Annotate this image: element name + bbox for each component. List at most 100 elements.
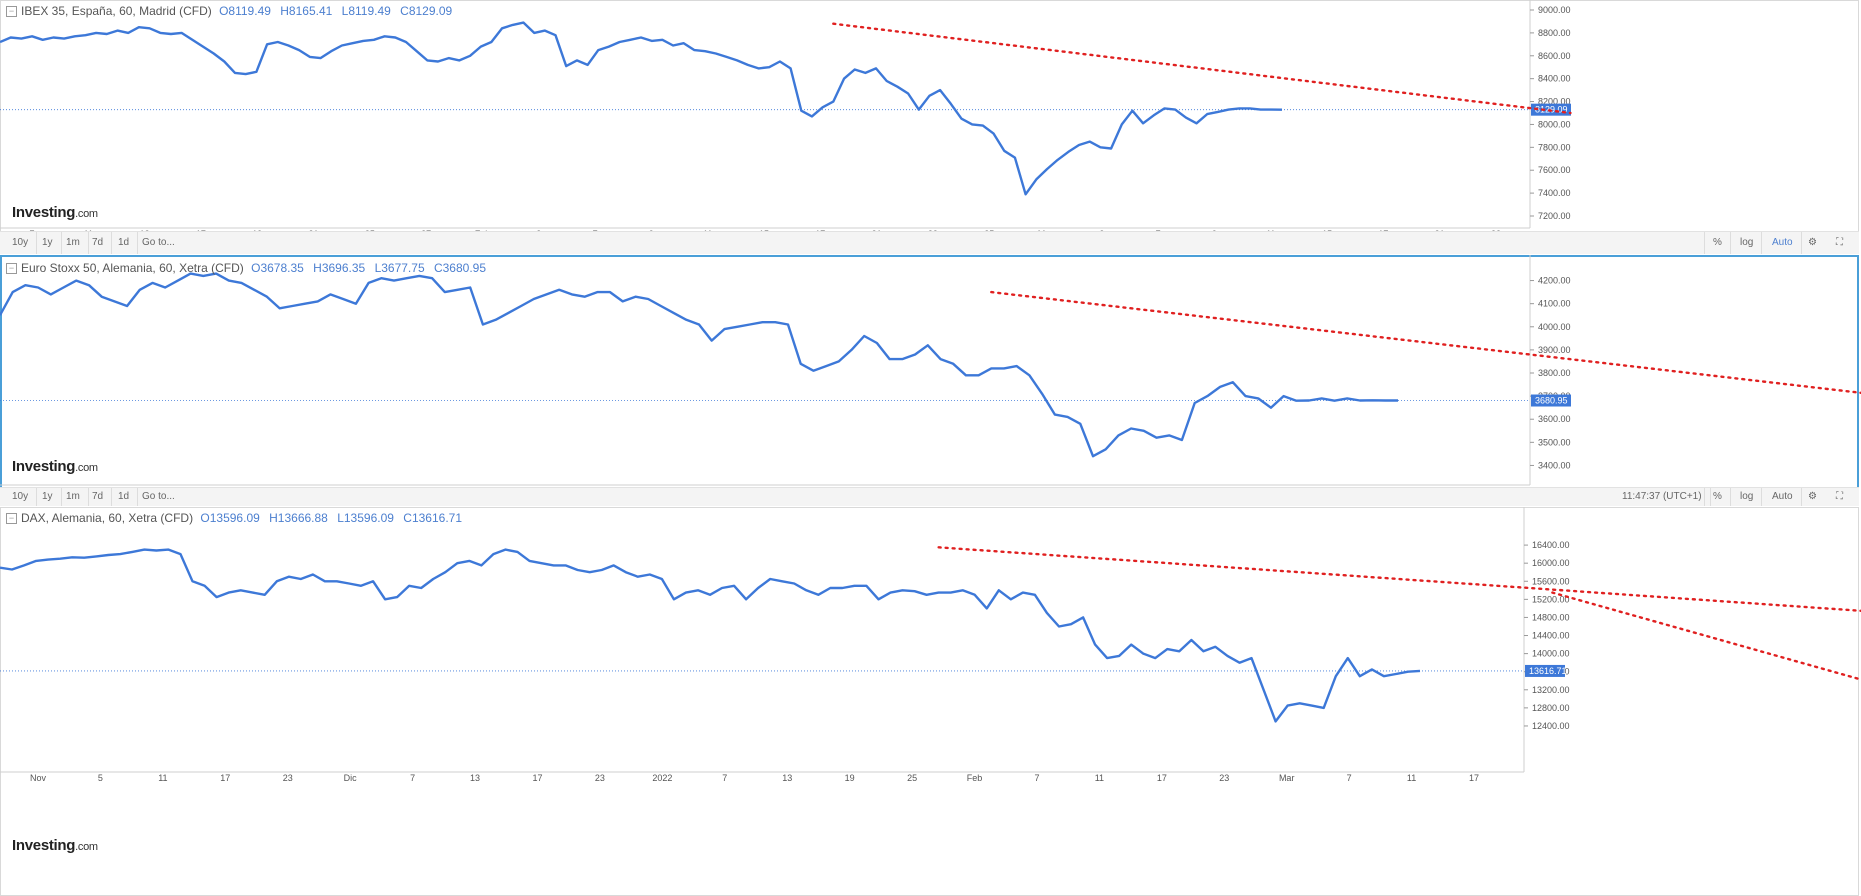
x-tick-label: 11 bbox=[1407, 773, 1416, 783]
x-tick-label: 15 bbox=[648, 486, 658, 487]
range-10y[interactable]: 10y bbox=[4, 232, 38, 254]
x-tick-label: 15 bbox=[1322, 229, 1332, 231]
y-tick-label: 3900.00 bbox=[1538, 345, 1571, 355]
dax-title: DAX, Alemania, 60, Xetra (CFD) bbox=[21, 511, 194, 525]
x-tick-label: 13 bbox=[140, 229, 150, 231]
y-tick-label: 7400.00 bbox=[1538, 188, 1571, 198]
y-tick-label: 4200.00 bbox=[1538, 276, 1571, 286]
x-tick-label: 17 bbox=[220, 773, 230, 783]
x-tick-label: 7 bbox=[1347, 773, 1352, 783]
x-tick-label: 23 bbox=[902, 486, 912, 487]
x-tick-label: 3 bbox=[312, 486, 317, 487]
x-tick-label: 5 bbox=[98, 773, 103, 783]
x-tick-label: 25 bbox=[984, 229, 994, 231]
stoxx-panel[interactable]: − Euro Stoxx 50, Alemania, 60, Xetra (CFD… bbox=[0, 255, 1861, 506]
last-price-label: 13616.71 bbox=[1529, 666, 1567, 676]
x-tick-label: 23 bbox=[1219, 773, 1229, 783]
range-10y[interactable]: 10y bbox=[4, 488, 38, 506]
stoxx-toolbar: 10y 1y 1m 7d 1d Go to... 11:47:37 (UTC+1… bbox=[0, 487, 1859, 506]
price-series-line bbox=[0, 21, 1283, 196]
ibex-chart[interactable]: 9000.00 8800.00 8600.00 8400.00 8200.00 8000.… bbox=[0, 0, 1861, 231]
investing-logo-3: Investing.com bbox=[12, 837, 98, 854]
x-tick-label: 25 bbox=[907, 773, 917, 783]
clock: 11:47:37 (UTC+1) bbox=[1614, 488, 1711, 506]
ibex-legend: − IBEX 35, España, 60, Madrid (CFD) O8119… bbox=[6, 4, 452, 18]
y-tick-label: 3400.00 bbox=[1538, 460, 1571, 470]
collapse-icon[interactable]: − bbox=[6, 6, 17, 18]
dax-legend: − DAX, Alemania, 60, Xetra (CFD) O13596.0… bbox=[6, 511, 462, 525]
log-toggle[interactable]: log bbox=[1732, 232, 1763, 254]
dax-h: H13666.88 bbox=[269, 511, 328, 525]
range-1d[interactable]: 1d bbox=[110, 232, 139, 254]
stoxx-title: Euro Stoxx 50, Alemania, 60, Xetra (CFD) bbox=[21, 261, 244, 275]
fullscreen-icon[interactable]: ⛶ bbox=[1836, 491, 1843, 502]
x-tick-label: 7 bbox=[593, 229, 598, 231]
dax-panel[interactable]: − DAX, Alemania, 60, Xetra (CFD) O13596.0… bbox=[0, 507, 1861, 896]
range-7d[interactable]: 7d bbox=[84, 232, 113, 254]
goto-button[interactable]: Go to... bbox=[142, 491, 175, 502]
y-tick-label: 14800.00 bbox=[1532, 612, 1570, 622]
x-tick-label: 7 bbox=[396, 486, 401, 487]
range-1d[interactable]: 1d bbox=[110, 488, 139, 506]
x-tick-label: Feb bbox=[967, 773, 983, 783]
dax-chart[interactable]: 16400.00 16000.00 15600.00 15200.00 14800.00… bbox=[0, 507, 1861, 879]
stoxx-c: C3680.95 bbox=[433, 261, 487, 275]
x-tick-label: 21 bbox=[872, 229, 882, 231]
y-tick-label: 15600.00 bbox=[1532, 576, 1570, 586]
dax-o: O13596.09 bbox=[200, 511, 260, 525]
x-tick-label: Mar bbox=[1069, 486, 1085, 487]
y-tick-label: 12400.00 bbox=[1532, 721, 1570, 731]
fullscreen-icon[interactable]: ⛶ bbox=[1836, 237, 1843, 248]
dax-c: C13616.71 bbox=[403, 511, 462, 525]
y-axis: 9000.00 8800.00 8600.00 8400.00 8200.00 8000.… bbox=[1529, 0, 1571, 228]
range-1m[interactable]: 1m bbox=[58, 488, 89, 506]
investing-logo-2: Investing.com bbox=[12, 458, 98, 475]
x-tick-label: 9 bbox=[649, 229, 654, 231]
x-tick-label: 11 bbox=[158, 773, 167, 783]
last-price-tag bbox=[1531, 394, 1571, 407]
y-tick-label: 15200.00 bbox=[1532, 594, 1570, 604]
auto-toggle[interactable]: Auto bbox=[1764, 232, 1802, 254]
x-tick-label: 7 bbox=[1034, 773, 1039, 783]
x-tick-label: 11 bbox=[84, 229, 93, 231]
gear-icon[interactable]: ⚙ bbox=[1808, 491, 1817, 502]
investing-logo-1: Investing.com bbox=[12, 204, 98, 221]
y-tick-label: 7200.00 bbox=[1538, 211, 1571, 221]
x-tick-label: 23 bbox=[283, 773, 293, 783]
price-series-line bbox=[0, 548, 1421, 723]
x-tick-label: Dic bbox=[344, 773, 357, 783]
gear-icon[interactable]: ⚙ bbox=[1808, 237, 1817, 248]
y-tick-label: 8400.00 bbox=[1538, 74, 1571, 84]
auto-toggle[interactable]: Auto bbox=[1764, 488, 1802, 506]
x-tick-label: 15 bbox=[759, 229, 769, 231]
range-7d[interactable]: 7d bbox=[84, 488, 113, 506]
y-tick-label: 9000.00 bbox=[1538, 5, 1571, 15]
ibex-toolbar: 10y 1y 1m 7d 1d Go to... % log Auto ⚙ ⛶ bbox=[0, 231, 1859, 254]
x-tick-label: 21 bbox=[1435, 229, 1445, 231]
percent-toggle[interactable]: % bbox=[1704, 488, 1731, 506]
ibex-panel[interactable]: − IBEX 35, España, 60, Madrid (CFD) O8119… bbox=[0, 0, 1861, 254]
range-1y[interactable]: 1y bbox=[34, 488, 62, 506]
y-tick-label: 3800.00 bbox=[1538, 368, 1571, 378]
x-tick-label: Mar bbox=[1038, 229, 1054, 231]
x-tick-label: 11 bbox=[1411, 486, 1420, 487]
collapse-icon[interactable]: − bbox=[6, 263, 17, 275]
goto-button[interactable]: Go to... bbox=[142, 237, 175, 248]
range-1m[interactable]: 1m bbox=[58, 232, 89, 254]
x-tick-label: 19 bbox=[845, 773, 855, 783]
y-tick-label: 4100.00 bbox=[1538, 299, 1571, 309]
range-1y[interactable]: 1y bbox=[34, 232, 62, 254]
x-tick-label: Feb bbox=[222, 486, 238, 487]
x-tick-label: 17 bbox=[1469, 773, 1479, 783]
collapse-icon[interactable]: − bbox=[6, 513, 17, 525]
x-tick-label: 3 bbox=[1099, 229, 1104, 231]
percent-toggle[interactable]: % bbox=[1704, 232, 1731, 254]
ibex-h: H8165.41 bbox=[280, 4, 333, 18]
y-tick-label: 16400.00 bbox=[1532, 540, 1570, 550]
log-toggle[interactable]: log bbox=[1732, 488, 1763, 506]
x-tick-label: 17 bbox=[815, 229, 825, 231]
x-tick-label: 23 bbox=[595, 773, 605, 783]
trend-line bbox=[937, 546, 1861, 613]
stoxx-chart[interactable]: 4200.004100.004000.003900.003800.003700.… bbox=[0, 255, 1861, 487]
x-tick-label: 21 bbox=[817, 486, 827, 487]
